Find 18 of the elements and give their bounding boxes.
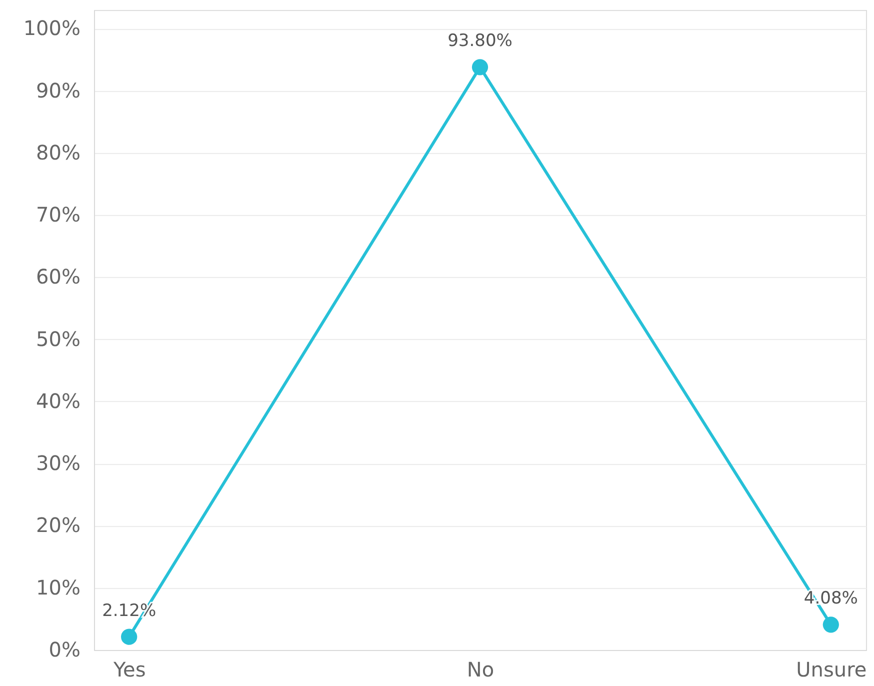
y-tick-label: 90%	[36, 78, 80, 102]
point	[121, 628, 138, 645]
x-tick-label: No	[466, 658, 494, 682]
point	[822, 616, 839, 633]
x-tick-label: Yes	[112, 658, 146, 682]
data-label: 93.80%	[448, 31, 512, 52]
y-tick-label: 100%	[23, 16, 80, 40]
point	[472, 59, 488, 76]
y-tick-label: 70%	[36, 202, 80, 227]
y-tick-label: 50%	[36, 326, 80, 351]
x-tick-label: Unsure	[796, 658, 867, 682]
y-tick-label: 40%	[36, 388, 80, 413]
y-tick-label: 10%	[36, 575, 80, 600]
y-tick-label: 0%	[48, 638, 80, 662]
y-tick-label: 20%	[36, 513, 80, 538]
y-tick-label: 80%	[36, 140, 80, 164]
y-tick-label: 60%	[36, 264, 80, 289]
y-tick-label: 30%	[36, 451, 80, 476]
